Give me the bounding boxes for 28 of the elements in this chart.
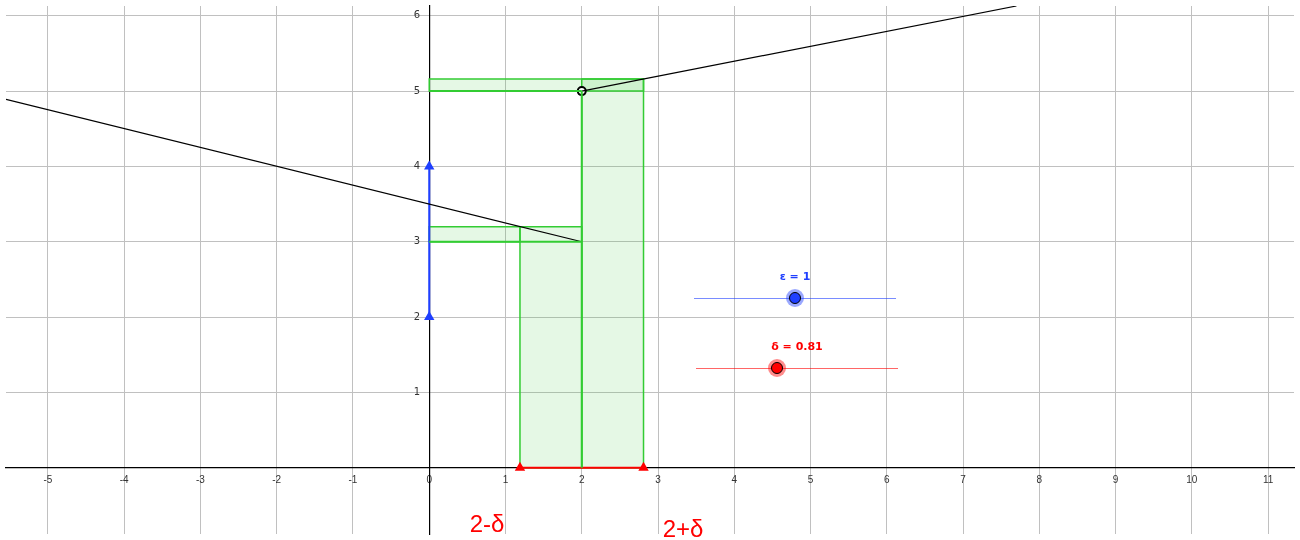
x-tick-label: 5 bbox=[807, 474, 814, 486]
x-tick-label: 11 bbox=[1262, 474, 1274, 486]
x-tick-label: -3 bbox=[196, 474, 206, 486]
y-tick-label: 4 bbox=[413, 160, 421, 172]
y-tick-label: 5 bbox=[413, 84, 421, 96]
y-tick-label: 3 bbox=[413, 235, 421, 247]
x-tick-label: -1 bbox=[348, 474, 358, 486]
x-tick-label: -5 bbox=[43, 474, 53, 486]
x-tick-label: -2 bbox=[272, 474, 282, 486]
annotation: 2-δ bbox=[469, 509, 505, 537]
x-tick-label: 8 bbox=[1036, 474, 1043, 486]
y-tick-label: 2 bbox=[413, 310, 421, 322]
x-tick-label: 9 bbox=[1112, 474, 1119, 486]
slider: ε = 1 bbox=[694, 270, 896, 312]
y-tick-label: 1 bbox=[413, 385, 421, 397]
annotation: δ = 0.81 bbox=[770, 340, 824, 353]
y-tick-label: 6 bbox=[413, 9, 421, 21]
x-tick-label: 6 bbox=[884, 474, 890, 486]
x-tick-label: 7 bbox=[960, 474, 967, 486]
annotation: 2+δ bbox=[662, 514, 704, 540]
x-tick-label: 10 bbox=[1186, 474, 1198, 486]
x-tick-label: 2 bbox=[578, 474, 585, 486]
annotation: ε = 1 bbox=[778, 270, 812, 283]
slider: δ = 0.81 bbox=[696, 340, 898, 382]
x-tick-label: 1 bbox=[502, 474, 509, 486]
x-tick-label: 3 bbox=[655, 474, 662, 486]
x-tick-label: 4 bbox=[731, 474, 738, 486]
x-tick-label: -4 bbox=[119, 474, 130, 486]
